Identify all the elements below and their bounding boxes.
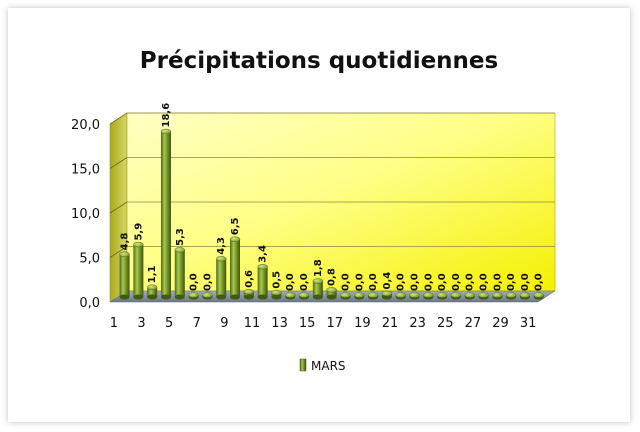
- chart-title: Précipitations quotidiennes: [140, 48, 498, 74]
- bar: [257, 264, 268, 300]
- data-label: 0,0: [299, 273, 310, 291]
- data-label: 4,3: [216, 237, 227, 255]
- bar: [188, 292, 199, 300]
- bar: [312, 278, 324, 300]
- bar: [423, 292, 434, 300]
- bar: [326, 287, 337, 300]
- bar: [478, 292, 489, 300]
- x-tick-label: 25: [437, 316, 454, 331]
- x-tick-label: 13: [271, 316, 288, 331]
- legend: MARS: [299, 358, 346, 373]
- data-label: 0,8: [327, 268, 338, 286]
- data-label: 4,8: [120, 233, 131, 251]
- plot-area: 4,85,91,118,65,30,0 0,04,36,50,63,40,5 0,0…: [109, 103, 556, 303]
- x-tick-label: 5: [165, 316, 173, 331]
- x-tick-label: 23: [409, 316, 426, 331]
- data-label: 0,6: [244, 270, 255, 288]
- bar: [174, 247, 185, 300]
- x-tick-label: 19: [354, 316, 371, 331]
- bar: [133, 241, 144, 300]
- bar: [533, 292, 544, 300]
- data-label: 5,9: [133, 223, 144, 241]
- data-label: 1,1: [147, 266, 158, 284]
- data-label: 3,4: [258, 245, 269, 263]
- gridlines: [109, 112, 555, 258]
- bar: [395, 292, 406, 300]
- data-labels: 4,85,91,118,65,30,0 0,04,36,50,63,40,5 0,0…: [120, 103, 545, 291]
- data-label: 0,0: [354, 273, 365, 291]
- bar: [436, 292, 448, 300]
- gridline-side: [109, 246, 128, 258]
- data-label: 0,0: [189, 273, 200, 291]
- data-label: 0,0: [368, 273, 379, 291]
- y-tick-label: 15,0: [71, 163, 100, 178]
- bar: [229, 236, 241, 300]
- bar: [285, 292, 296, 300]
- x-tick-label: 15: [299, 316, 316, 331]
- y-axis: 0,0 5,0 10,0 15,0 20,0: [71, 118, 100, 311]
- data-label: 0,0: [437, 273, 448, 291]
- data-label: 0,5: [271, 271, 282, 289]
- bar: [243, 289, 255, 300]
- bar: [160, 128, 172, 300]
- y-tick-label: 0,0: [79, 296, 100, 311]
- gridline-side: [109, 157, 128, 169]
- gridline-side: [109, 112, 128, 125]
- bar: [519, 292, 531, 300]
- data-label: 0,0: [396, 273, 407, 291]
- data-label: 0,0: [534, 273, 545, 291]
- bar: [119, 251, 130, 300]
- bar: [298, 292, 310, 300]
- bar: [505, 292, 517, 300]
- bars: [119, 128, 544, 300]
- x-tick-label: 27: [465, 316, 482, 331]
- chart-frame: Précipitations quotidiennes 4,8 5,9 1,1 18,…: [8, 8, 630, 422]
- data-label: 0,0: [520, 273, 531, 291]
- data-label: 1,8: [313, 259, 324, 277]
- data-label: 0,4: [382, 272, 393, 290]
- data-label: 6,5: [230, 217, 241, 235]
- legend-label: MARS: [311, 359, 346, 373]
- bar: [450, 292, 462, 300]
- bar: [340, 292, 351, 300]
- x-tick-label: 1: [110, 316, 118, 331]
- x-tick-label: 9: [220, 316, 228, 331]
- precipitation-chart: Précipitations quotidiennes 4,85,9 1,1 18,…: [71, 48, 556, 373]
- x-tick-label: 21: [382, 316, 399, 331]
- bar: [381, 290, 393, 300]
- bar: [146, 284, 158, 300]
- data-label: 5,3: [175, 228, 186, 246]
- bar: [202, 292, 213, 300]
- gridline-side: [109, 201, 128, 214]
- data-label: 0,0: [423, 273, 434, 291]
- data-label: 0,0: [451, 273, 462, 291]
- x-axis: 1 3 5 7 9 11 13 15 17 19 21 23 25 27 29 31: [110, 316, 537, 331]
- y-tick-label: 20,0: [71, 118, 100, 133]
- x-tick-label: 7: [193, 316, 201, 331]
- data-label: 0,0: [506, 273, 517, 291]
- data-label: 0,0: [409, 273, 420, 291]
- bar: [354, 292, 365, 300]
- bar: [464, 292, 475, 300]
- x-tick-label: 31: [520, 316, 537, 331]
- y-tick-label: 10,0: [71, 207, 100, 222]
- y-tick-label: 5,0: [79, 252, 100, 267]
- x-tick-label: 17: [327, 316, 344, 331]
- data-label: 18,6: [161, 103, 172, 128]
- bar: [492, 292, 503, 300]
- data-label: 0,0: [285, 273, 296, 291]
- bar: [271, 289, 282, 300]
- bar: [367, 292, 379, 300]
- data-label: 0,0: [479, 273, 490, 291]
- x-tick-label: 11: [244, 316, 261, 331]
- x-tick-label: 29: [492, 316, 509, 331]
- x-tick-label: 3: [137, 316, 145, 331]
- bar: [409, 292, 420, 300]
- data-label: 0,0: [465, 273, 476, 291]
- data-label: 0,0: [492, 273, 503, 291]
- bar: [215, 256, 227, 300]
- data-label: 0,0: [340, 273, 351, 291]
- data-label: 0,0: [202, 273, 213, 291]
- legend-swatch: [299, 358, 307, 372]
